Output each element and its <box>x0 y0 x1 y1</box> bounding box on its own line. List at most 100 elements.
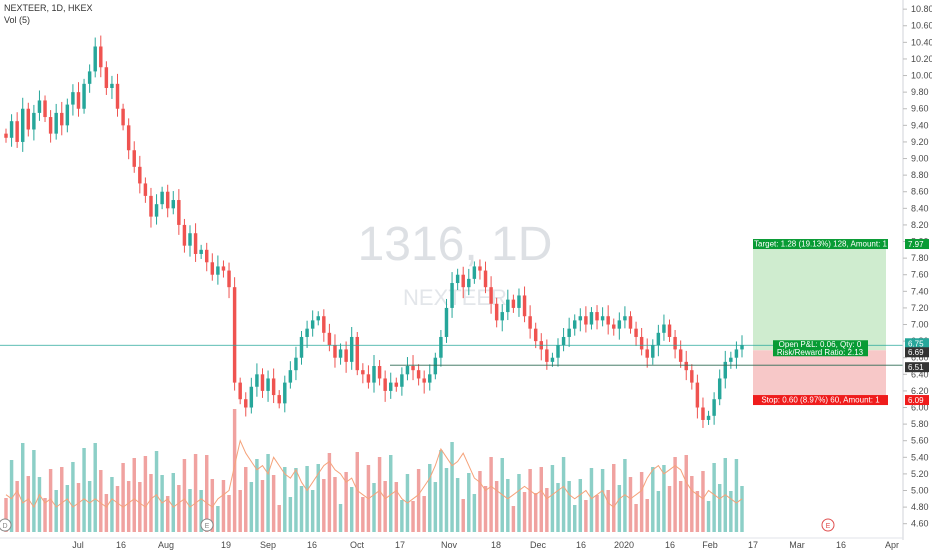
price-tick-label: 10.20 <box>911 54 932 64</box>
time-tick-label: 16 <box>576 540 586 550</box>
volume-bar <box>489 457 493 532</box>
candle-body <box>567 328 571 337</box>
mid-price-badge-box <box>905 362 929 373</box>
candle-body <box>99 46 103 68</box>
volume-bar <box>539 467 544 532</box>
candle-body <box>734 349 739 358</box>
candle-body <box>634 328 638 337</box>
candle-body <box>255 374 259 387</box>
candle-body <box>288 370 293 383</box>
candle-body <box>455 274 460 284</box>
target-label-box <box>753 239 888 250</box>
volume-bar <box>221 480 226 532</box>
volume-bar <box>740 486 744 532</box>
time-axis: Jul 16 Aug 19 Sep 16 Oct 17 Nov 18 Dec 16 2020 16 Feb 1… <box>0 537 903 550</box>
candle-body <box>695 382 700 408</box>
candles <box>4 35 744 428</box>
volume-bar <box>494 481 499 532</box>
candle-body <box>48 117 53 134</box>
risk-reward-label: Risk/Reward Ratio: 2.13 <box>777 348 864 357</box>
candle-body <box>299 336 304 358</box>
volume-bar <box>662 465 666 532</box>
symbol-legend[interactable]: NEXTEER, 1D, HKEX <box>4 3 93 13</box>
volume-bar <box>299 486 304 532</box>
candle-body <box>294 357 298 371</box>
candle-body <box>612 324 616 329</box>
candle-body <box>266 378 270 391</box>
volume-bar <box>216 506 220 532</box>
volume-bar <box>522 492 527 532</box>
candle-body <box>232 287 237 383</box>
volume-bar <box>556 483 560 532</box>
time-tick-label: Apr <box>885 540 899 550</box>
volume-bar <box>478 471 482 532</box>
volume-bar <box>143 456 148 532</box>
volume-bar <box>20 443 25 532</box>
price-tick-label: 6.00 <box>911 403 929 413</box>
volume-bar <box>411 501 415 532</box>
candle-body <box>500 312 504 321</box>
volume-bar <box>294 468 298 532</box>
candle-body <box>511 299 516 308</box>
volume-bar <box>734 459 739 532</box>
volume-bar <box>204 455 209 532</box>
candle-body <box>478 266 482 271</box>
volume-legend[interactable]: Vol (5) <box>4 15 31 25</box>
volume-bar <box>422 496 426 532</box>
volume-bar <box>628 477 633 532</box>
volume-bar <box>227 495 231 532</box>
candle-body <box>204 249 209 263</box>
volume-bar <box>623 459 627 532</box>
candle-body <box>210 262 215 275</box>
candle-body <box>533 328 538 342</box>
mid-price-badge: 6.51 <box>908 363 924 372</box>
candle-body <box>171 200 176 209</box>
volume-bars <box>4 409 744 532</box>
candle-body <box>238 382 242 400</box>
candle-body <box>517 295 521 308</box>
price-tick-label: 8.80 <box>911 170 929 180</box>
candle-body <box>188 233 192 246</box>
target-label: Target: 1.28 (19.13%) 128, Amount: 1 <box>754 240 888 249</box>
time-tick-label: Nov <box>441 540 458 550</box>
volume-bar <box>388 455 393 532</box>
volume-bar <box>171 473 176 532</box>
volume-bar <box>712 463 716 532</box>
volume-bar <box>645 499 649 532</box>
price-tick-label: 9.80 <box>911 87 929 97</box>
candle-body <box>4 133 8 138</box>
candle-body <box>115 83 120 109</box>
time-tick-label: 2020 <box>614 540 634 550</box>
volume-bar <box>355 452 360 532</box>
candle-body <box>556 345 560 358</box>
event-marker-circle <box>200 518 214 532</box>
volume-bar <box>695 491 700 532</box>
candle-body <box>595 312 599 321</box>
volume-bar <box>266 454 270 532</box>
volume-bar <box>678 481 683 532</box>
price-lines <box>0 344 903 366</box>
candle-body <box>37 100 42 113</box>
stop-price-badge-box <box>905 395 929 406</box>
candle-body <box>305 328 309 337</box>
volume-bar <box>121 463 125 532</box>
candle-body <box>93 46 97 72</box>
candle-body <box>71 92 75 105</box>
price-tick-label: 9.20 <box>911 137 929 147</box>
price-tick-label: 10.00 <box>911 71 932 81</box>
candle-body <box>483 270 488 288</box>
price-tick-label: 8.60 <box>911 187 929 197</box>
volume-bar <box>450 442 454 532</box>
volume-bar <box>277 505 281 532</box>
candle-body <box>717 378 722 400</box>
candle-body <box>639 336 644 350</box>
candle-body <box>227 270 231 288</box>
volume-bar <box>550 465 555 532</box>
target-zone <box>753 244 886 351</box>
volume-bar <box>32 450 36 532</box>
candle-body <box>271 378 276 396</box>
volume-bar <box>612 464 616 532</box>
candle-body <box>444 307 449 337</box>
